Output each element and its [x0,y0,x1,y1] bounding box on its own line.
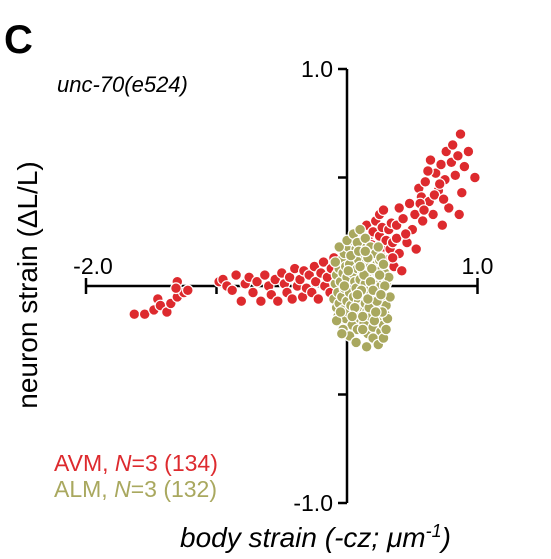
alm-point-114 [373,269,386,282]
y-tick-label-min: -1.0 [293,490,333,516]
avm-point-28 [271,295,284,308]
alm-point-128 [372,240,385,253]
legend-alm-name: ALM, [54,476,114,502]
avm-point-120 [462,145,475,158]
alm-point-89 [360,340,373,353]
avm-point-17 [230,269,243,282]
alm-point-101 [329,256,342,269]
legend-avm-n-symbol: N [115,450,132,476]
alm-point-84 [354,223,367,236]
alm-point-124 [362,293,374,305]
avm-point-12 [181,284,194,297]
avm-point-139 [437,193,450,206]
avm-point-23 [254,295,267,308]
avm-point-132 [399,227,412,240]
avm-point-136 [446,138,459,151]
avm-point-129 [433,178,446,190]
chart-title: unc-70(e524) [57,72,188,97]
y-tick-label-max: 1.0 [301,56,333,82]
avm-point-127 [469,171,481,184]
avm-point-137 [454,128,467,141]
series-avm-points [128,128,481,321]
avm-point-126 [453,208,466,221]
avm-point-102 [397,212,410,225]
legend-item-alm: ALM, N=3 (132) [54,476,217,502]
avm-point-133 [386,251,399,264]
avm-point-22 [251,275,263,288]
alm-point-119 [346,310,359,323]
alm-point-130 [377,258,390,271]
avm-point-125 [436,219,449,232]
avm-point-18 [235,295,248,308]
avm-point-116 [449,169,462,182]
x-tick-label-max: 1.0 [462,253,494,279]
avm-point-33 [286,293,299,305]
panel-label: C [4,18,33,62]
alm-point-117 [338,280,351,292]
x-axis-label: body strain (-cz; μm-1) [180,521,451,553]
alm-point-122 [356,310,369,323]
x-axis-label-main: body strain (-cz; μm [180,522,426,553]
avm-point-97 [395,264,408,277]
avm-point-134 [410,243,423,256]
avm-point-103 [403,197,416,210]
x-axis-label-superscript: -1 [426,521,442,541]
alm-point-103 [335,327,348,340]
y-axis-label: neuron strain (ΔL/L) [12,161,43,409]
avm-point-118 [455,186,468,199]
alm-point-81 [333,240,346,253]
avm-point-109 [424,154,437,167]
x-axis-label-close: ) [439,522,451,553]
avm-point-112 [435,158,447,171]
avm-point-101 [393,201,406,214]
legend-item-avm: AVM, N=3 (134) [54,450,218,476]
alm-point-132 [334,306,347,318]
alm-point-111 [365,262,378,275]
alm-point-127 [369,306,382,318]
legend-avm-count: =3 (134) [132,450,218,476]
series-alm-points [328,223,397,353]
alm-point-97 [359,232,372,245]
alm-point-131 [380,323,393,336]
alm-point-118 [342,264,355,277]
avm-point-107 [419,175,432,188]
alm-point-121 [354,260,367,273]
avm-point-24 [258,269,271,282]
avm-point-16 [226,284,239,297]
avm-point-131 [422,165,434,177]
alm-point-87 [350,336,363,349]
alm-point-88 [356,323,369,336]
avm-point-46 [317,256,330,269]
alm-point-120 [351,288,364,301]
legend-alm-n-symbol: N [114,476,131,502]
avm-point-1 [128,308,141,321]
legend-alm-count: =3 (132) [131,476,217,502]
avm-point-138 [418,204,430,217]
alm-point-129 [375,288,387,301]
avm-point-44 [312,293,325,305]
avm-point-121 [416,214,429,227]
avm-point-119 [458,160,471,173]
avm-point-21 [247,286,259,299]
avm-point-130 [442,201,455,214]
avm-point-11 [170,282,182,295]
alm-point-123 [359,245,372,258]
avm-point-99 [377,204,390,217]
x-tick-label-min: -2.0 [73,253,113,279]
legend-avm-name: AVM, [54,450,115,476]
avm-point-117 [452,149,464,162]
